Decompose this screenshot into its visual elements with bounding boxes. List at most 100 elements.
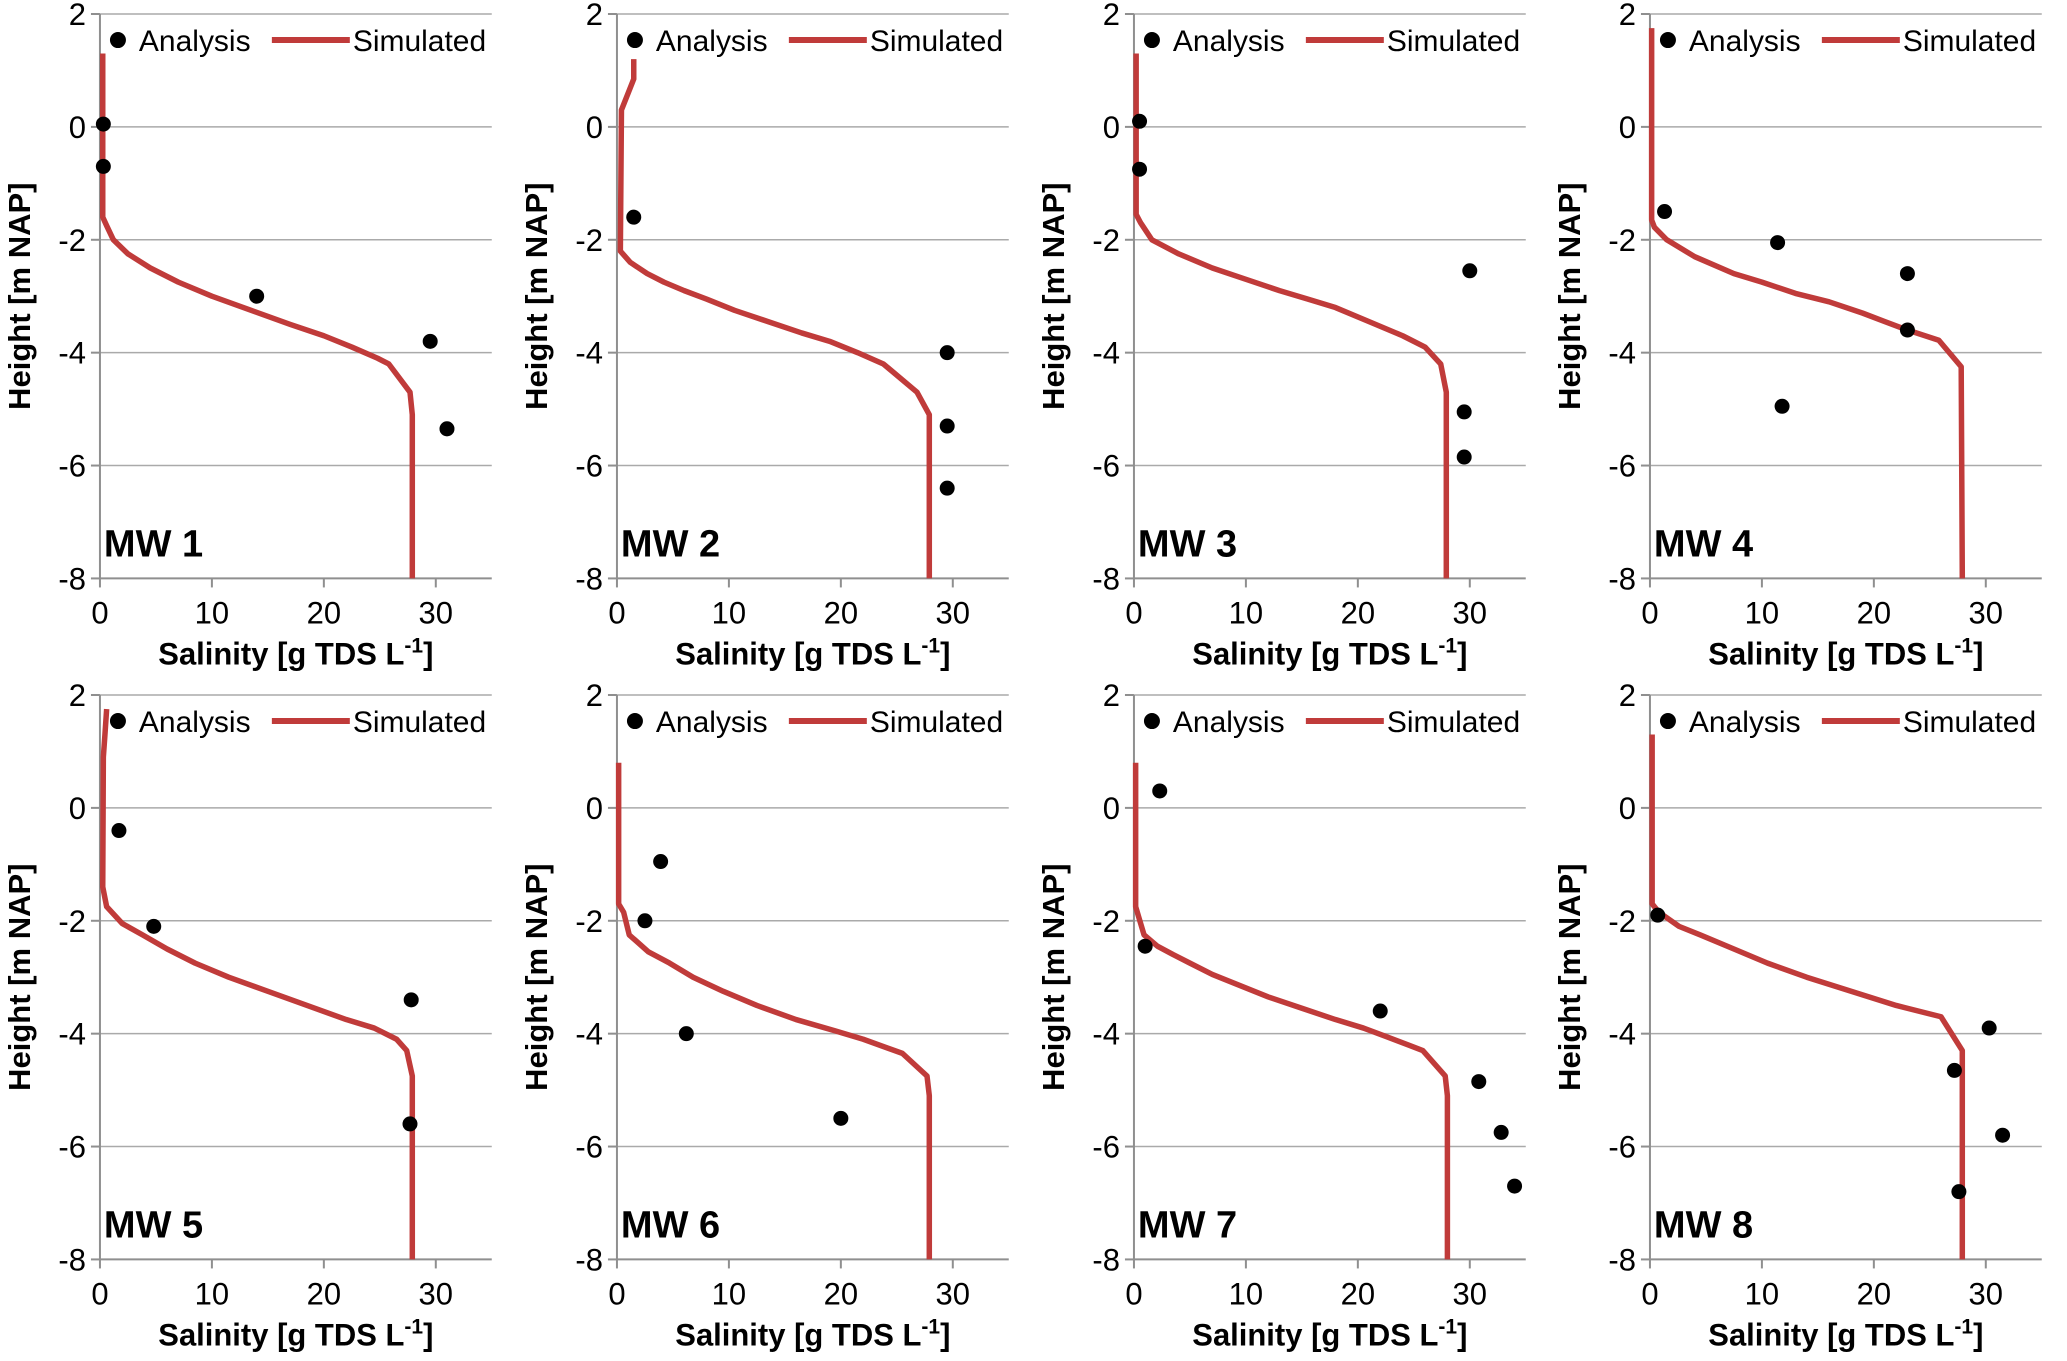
y-axis-title: Height [m NAP] xyxy=(1552,182,1587,409)
x-tick-label: 30 xyxy=(1969,595,2003,630)
chart-panel: 2 0 -2 -4 -6 -8 0 10 20 30 Height [m NAP] Salinity … xyxy=(0,680,517,1361)
x-axis-title-superscript: -1 xyxy=(1955,634,1974,657)
simulated-line xyxy=(100,53,416,579)
y-tick-label: -2 xyxy=(575,903,603,938)
x-tick-label: 20 xyxy=(823,1276,857,1311)
x-axis-title-close: ] xyxy=(423,636,433,671)
y-tick-label: 2 xyxy=(69,681,86,713)
legend-analysis-label: Analysis xyxy=(656,25,768,58)
analysis-point xyxy=(652,853,668,869)
x-axis-title-superscript: -1 xyxy=(921,1315,940,1338)
x-axis-title-close: ] xyxy=(940,1317,950,1352)
y-tick-label: -2 xyxy=(58,223,86,258)
legend-analysis-marker-icon xyxy=(626,32,643,49)
x-tick-label: 0 xyxy=(1125,1276,1142,1311)
legend-analysis-label: Analysis xyxy=(656,706,768,739)
chart-title: MW 1 xyxy=(104,523,203,565)
analysis-point xyxy=(1470,1073,1486,1089)
x-axis-title-superscript: -1 xyxy=(404,1315,423,1338)
x-tick-label: 10 xyxy=(195,1276,229,1311)
simulated-line xyxy=(1132,762,1450,1259)
x-tick-label: 0 xyxy=(1642,595,1659,630)
y-tick-label: -4 xyxy=(575,1016,603,1051)
analysis-point xyxy=(625,209,641,225)
analysis-point xyxy=(111,822,127,838)
x-tick-label: 10 xyxy=(1745,595,1779,630)
x-tick-label: 20 xyxy=(307,595,341,630)
x-tick-label: 20 xyxy=(1857,595,1891,630)
y-tick-label: 0 xyxy=(69,110,86,145)
x-tick-label: 0 xyxy=(608,595,625,630)
analysis-point xyxy=(1506,1178,1522,1194)
analysis-point xyxy=(1456,404,1472,420)
x-axis-title-superscript: -1 xyxy=(1438,1315,1457,1338)
y-tick-label: -4 xyxy=(58,1016,86,1051)
legend-analysis-label: Analysis xyxy=(1689,25,1801,58)
analysis-point xyxy=(422,333,438,349)
x-tick-label: 30 xyxy=(1452,1276,1486,1311)
x-axis-title: Salinity [g TDS L-1] xyxy=(1709,634,1984,671)
y-tick-label: -8 xyxy=(1609,1242,1637,1277)
x-tick-label: 0 xyxy=(608,1276,625,1311)
analysis-point xyxy=(939,480,955,496)
y-tick-label: -6 xyxy=(58,449,86,484)
x-axis-title-main: Salinity [g TDS L xyxy=(1709,636,1955,671)
x-tick-label: 10 xyxy=(711,595,745,630)
y-tick-label: -2 xyxy=(1609,223,1637,258)
analysis-point xyxy=(1461,263,1477,279)
x-tick-label: 10 xyxy=(711,1276,745,1311)
analysis-point xyxy=(1657,204,1673,220)
legend-analysis-marker-icon xyxy=(109,32,126,49)
x-tick-label: 20 xyxy=(1857,1276,1891,1311)
chart-title: MW 7 xyxy=(1137,1204,1236,1246)
analysis-point xyxy=(95,158,111,174)
analysis-point xyxy=(1947,1062,1963,1078)
analysis-point xyxy=(637,912,653,928)
x-axis-title: Salinity [g TDS L-1] xyxy=(1709,1315,1984,1352)
y-tick-label: -6 xyxy=(575,449,603,484)
y-tick-label: -2 xyxy=(1092,223,1120,258)
x-tick-label: 0 xyxy=(91,1276,108,1311)
y-tick-label: 2 xyxy=(69,0,86,32)
x-axis-title-close: ] xyxy=(423,1317,433,1352)
analysis-point xyxy=(1650,907,1666,923)
chart-title: MW 2 xyxy=(621,523,720,565)
x-axis-title-main: Salinity [g TDS L xyxy=(675,1317,921,1352)
chart-panel: 2 0 -2 -4 -6 -8 0 10 20 30 Height [m NAP] Salinity … xyxy=(1033,680,1551,1361)
analysis-point xyxy=(95,116,111,132)
x-axis-title-main: Salinity [g TDS L xyxy=(1709,1317,1955,1352)
y-tick-label: -8 xyxy=(575,561,603,596)
analysis-point xyxy=(439,421,455,437)
x-axis-title: Salinity [g TDS L-1] xyxy=(1192,1315,1467,1352)
x-tick-label: 30 xyxy=(419,1276,453,1311)
chart-panel: 2 0 -2 -4 -6 -8 0 10 20 30 Height [m NAP] Salinity … xyxy=(516,0,1034,681)
y-axis-title: Height [m NAP] xyxy=(2,182,37,409)
legend-analysis-label: Analysis xyxy=(1172,706,1284,739)
y-tick-label: 0 xyxy=(585,110,602,145)
legend-simulated-label: Simulated xyxy=(353,706,486,739)
x-tick-label: 10 xyxy=(1228,595,1262,630)
x-tick-label: 30 xyxy=(1452,595,1486,630)
y-tick-label: -2 xyxy=(1092,903,1120,938)
y-tick-label: -8 xyxy=(1609,561,1637,596)
analysis-point xyxy=(678,1025,694,1041)
chart-panel: 2 0 -2 -4 -6 -8 0 10 20 30 Height [m NAP] Salinity … xyxy=(0,0,517,681)
x-axis-title-superscript: -1 xyxy=(921,634,940,657)
x-axis-title-main: Salinity [g TDS L xyxy=(158,636,404,671)
analysis-point xyxy=(249,288,265,304)
y-tick-label: 0 xyxy=(1619,790,1636,825)
analysis-point xyxy=(1456,449,1472,465)
analysis-point xyxy=(1981,1020,1997,1036)
legend-analysis-marker-icon xyxy=(109,712,126,729)
y-tick-label: -4 xyxy=(1609,336,1637,371)
y-tick-label: -8 xyxy=(1092,561,1120,596)
legend-simulated-label: Simulated xyxy=(1903,706,2036,739)
y-tick-label: -4 xyxy=(58,336,86,371)
